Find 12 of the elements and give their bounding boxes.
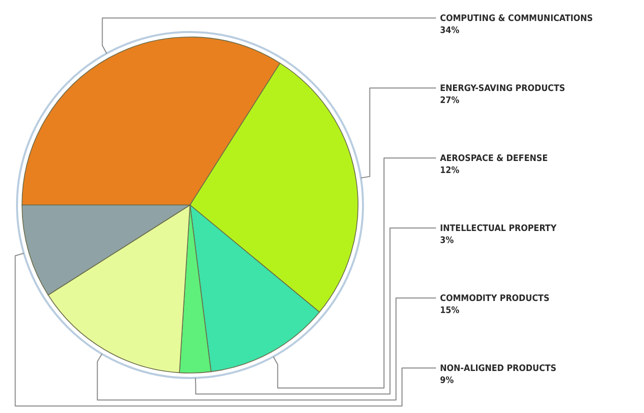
data-label: 15%	[440, 306, 460, 316]
data-label: 34%	[440, 26, 460, 36]
slice-label: AEROSPACE & DEFENSE	[440, 154, 548, 164]
data-label: 12%	[440, 166, 460, 176]
data-label: 9%	[440, 376, 454, 386]
slice-label: ENERGY-SAVING PRODUCTS	[440, 84, 566, 94]
slice-label: INTELLECTUAL PROPERTY	[440, 224, 557, 234]
slice-label: COMMODITY PRODUCTS	[440, 294, 550, 304]
data-label: 27%	[440, 96, 460, 106]
data-label: 3%	[440, 236, 454, 246]
slice-label: COMPUTING & COMMUNICATIONS	[440, 14, 594, 24]
slice-label: NON-ALIGNED PRODUCTS	[440, 364, 557, 374]
